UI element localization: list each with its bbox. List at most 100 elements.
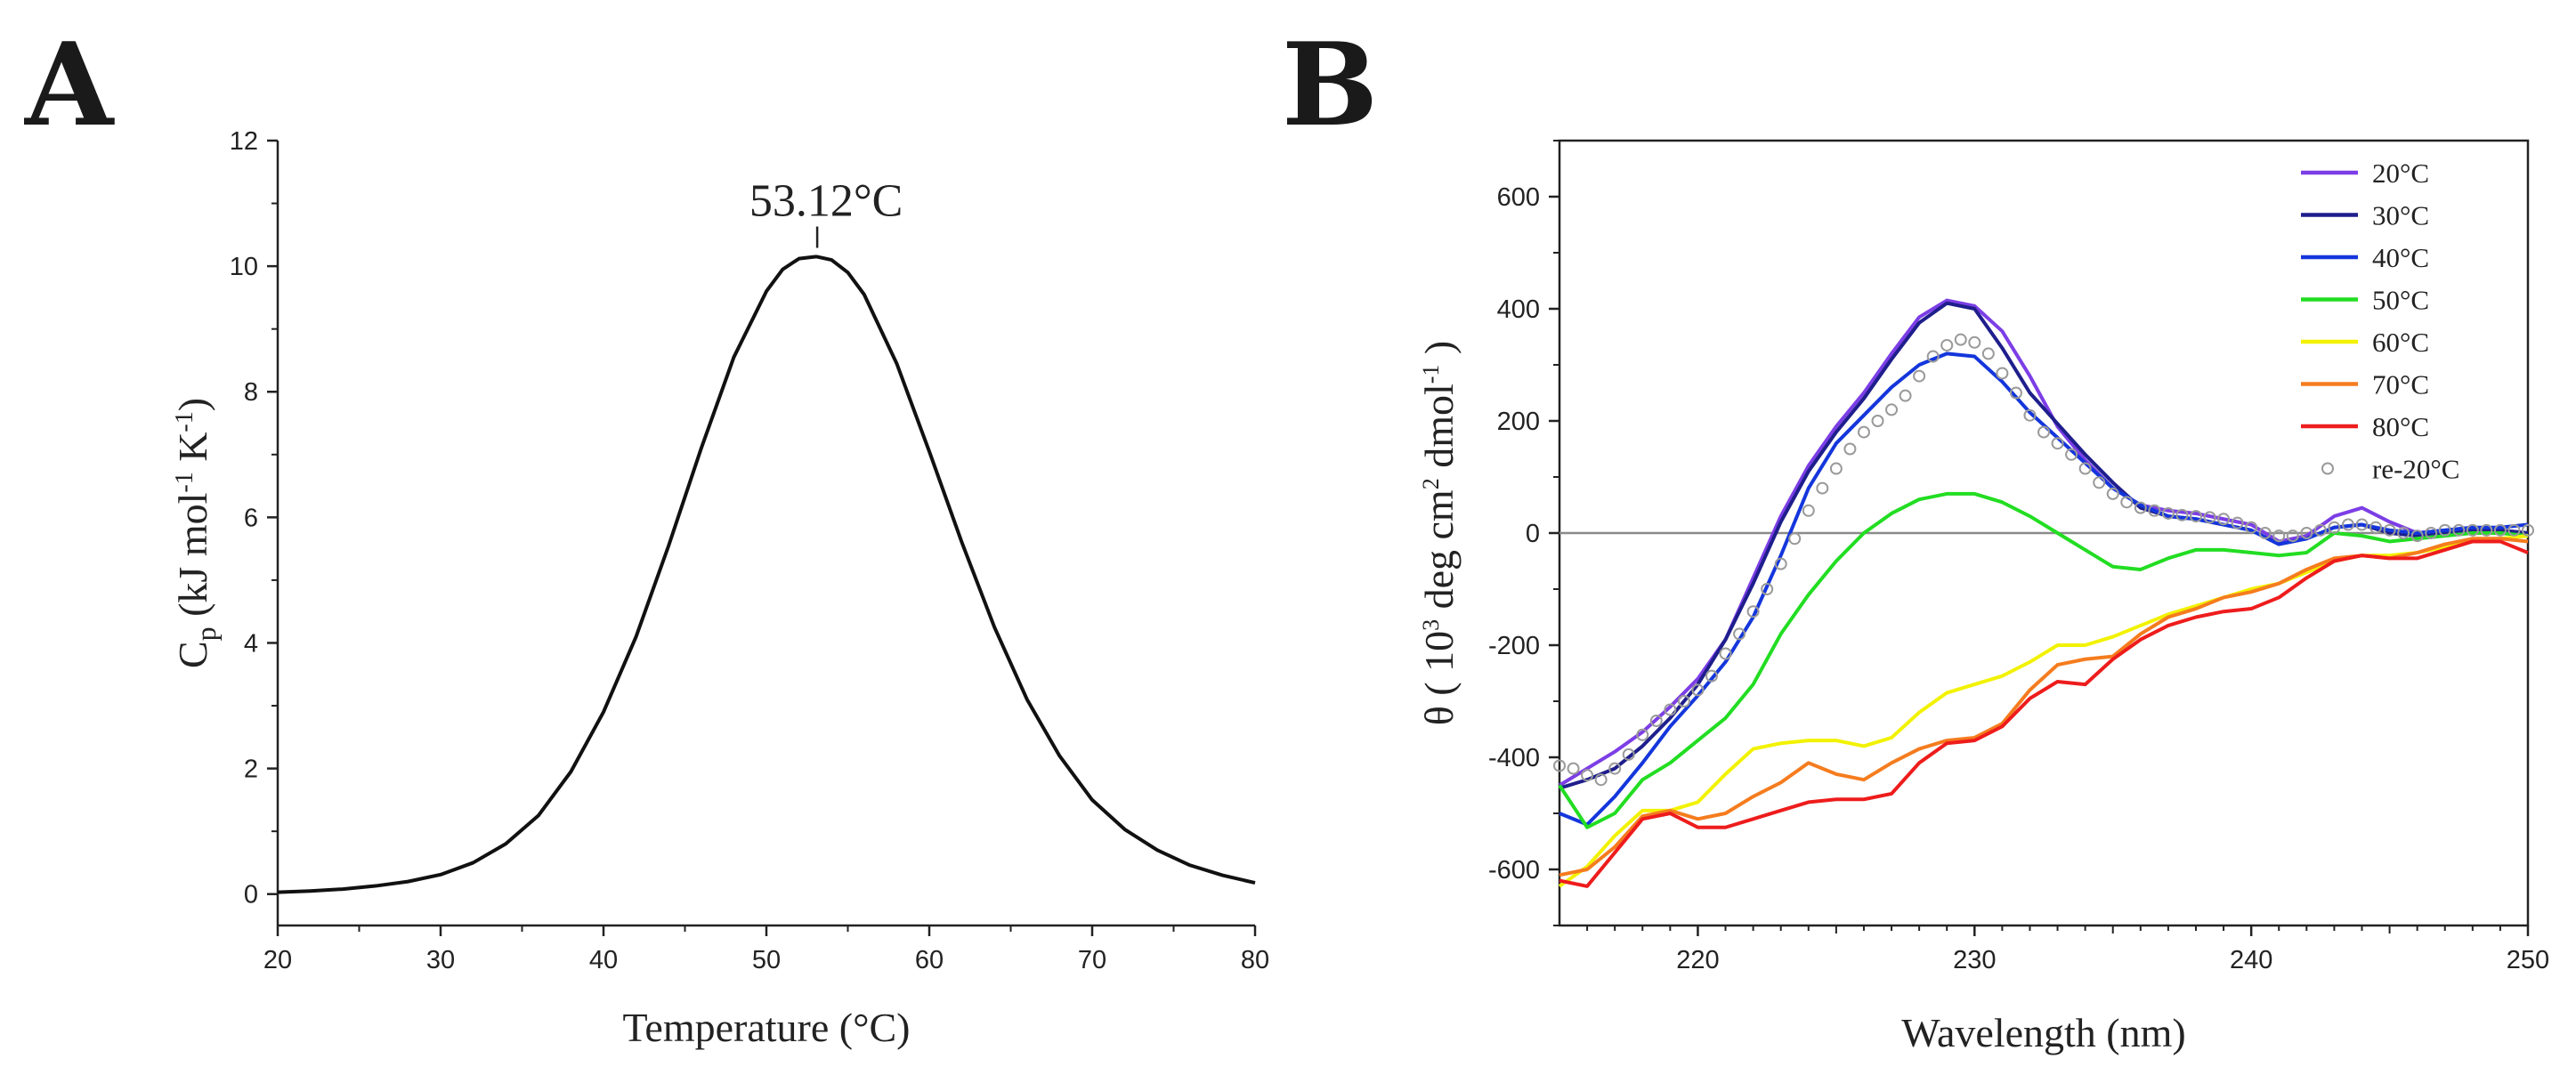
x-axis-title-a: Temperature (°C) xyxy=(623,1005,911,1050)
point-re-20-c xyxy=(1594,773,1608,787)
point-re-20-c xyxy=(2397,527,2410,539)
y-axis-title-a: Cp (kJ mol-1 K-1) xyxy=(170,398,222,668)
point-re-20-c xyxy=(1553,759,1566,772)
chart-b-series xyxy=(1553,298,2534,888)
point-re-20-c xyxy=(2383,523,2396,537)
point-re-20-c xyxy=(2507,523,2521,537)
point-re-20-c xyxy=(2313,523,2327,537)
point-re-20-c xyxy=(2355,518,2369,531)
point-re-20-c xyxy=(1719,647,1732,660)
point-re-20-c xyxy=(1996,367,2009,380)
point-re-20-c xyxy=(2078,462,2092,475)
point-re-20-c xyxy=(1636,728,1649,741)
y-tick-label-b: -600 xyxy=(1488,856,1540,885)
legend-label-60-c: 60°C xyxy=(2372,327,2429,358)
y-title-b-open: θ ( 10 xyxy=(1416,631,1462,725)
point-re-20-c xyxy=(1829,462,1843,475)
point-re-20-c xyxy=(2286,529,2299,543)
y-tick-label-a: 4 xyxy=(244,629,258,658)
y-tick-label-b: 200 xyxy=(1497,408,1540,436)
point-re-20-c xyxy=(2369,521,2383,534)
y-tick-label-a: 10 xyxy=(230,253,258,281)
x-tick-label-b: 230 xyxy=(1953,946,1996,974)
y-title-b-close: ) xyxy=(1416,341,1462,365)
legend-label-30-c: 30°C xyxy=(2372,200,2429,231)
point-re-20-c xyxy=(1954,333,1967,346)
y-tick-label-b: 400 xyxy=(1497,295,1540,324)
legend-swatch-re-20-c xyxy=(2321,462,2334,475)
point-re-20-c xyxy=(2051,437,2064,450)
point-re-20-c xyxy=(1926,350,1940,363)
point-re-20-c xyxy=(2466,523,2479,537)
y-tick-label-b: 600 xyxy=(1497,183,1540,212)
point-re-20-c xyxy=(2037,425,2050,439)
panel-label-a: A xyxy=(24,19,115,152)
y-tick-label-b: -200 xyxy=(1488,632,1540,660)
peak-label: 53.12°C xyxy=(749,176,903,227)
point-re-20-c xyxy=(1940,338,1954,352)
point-re-20-c xyxy=(2161,506,2175,520)
y-tick-label-a: 6 xyxy=(244,504,258,532)
point-re-20-c xyxy=(1581,769,1594,782)
point-re-20-c xyxy=(2023,408,2037,422)
y-tick-label-b: 0 xyxy=(1526,520,1540,548)
point-re-20-c xyxy=(1913,369,1926,383)
point-re-20-c xyxy=(2452,523,2466,537)
x-tick-label-a: 60 xyxy=(915,946,944,974)
chart-a: 20 30 40 50 60 70 80 0 2 4 6 8 10 12 53.12°C Temperat… xyxy=(170,127,1269,1050)
point-re-20-c xyxy=(1981,347,1995,360)
dsc-curve xyxy=(277,255,1256,894)
point-re-20-c xyxy=(1843,442,1857,456)
chart-b-legend: 20°C 30°C 40°C 50°C 60°C 70°C 80°C re-20°C xyxy=(2301,158,2459,485)
point-re-20-c xyxy=(2410,529,2424,543)
point-re-20-c xyxy=(1622,748,1635,761)
y-tick-label-a: 12 xyxy=(230,127,258,156)
point-re-20-c xyxy=(1885,403,1899,416)
y-title-b-mid: deg cm xyxy=(1416,489,1462,619)
point-re-20-c xyxy=(1608,762,1622,775)
point-re-20-c xyxy=(2120,496,2134,509)
point-re-20-c xyxy=(2425,527,2438,539)
x-tick-label-b: 240 xyxy=(2230,946,2272,974)
x-tick-label-a: 70 xyxy=(1078,946,1106,974)
point-re-20-c xyxy=(2093,476,2106,489)
point-re-20-c xyxy=(2245,521,2258,534)
y-title-a-sub: p xyxy=(190,626,222,641)
point-re-20-c xyxy=(2065,448,2078,461)
y-title-b-sup3: -1 xyxy=(1418,365,1444,384)
point-re-20-c xyxy=(2009,386,2022,400)
x-tick-label-a: 80 xyxy=(1241,946,1269,974)
series-line-70-c xyxy=(1559,537,2529,877)
point-re-20-c xyxy=(1733,627,1746,641)
point-re-20-c xyxy=(1691,683,1705,697)
point-re-20-c xyxy=(1816,481,1829,495)
y-title-a-mid: K xyxy=(170,432,215,473)
chart-a-axes: 20 30 40 50 60 70 80 0 2 4 6 8 10 12 xyxy=(230,127,1269,974)
legend-label-20-c: 20°C xyxy=(2372,158,2429,189)
series-line-80-c xyxy=(1559,539,2529,888)
point-re-20-c xyxy=(1802,504,1815,517)
x-tick-label-b: 220 xyxy=(1676,946,1719,974)
y-tick-label-b: -400 xyxy=(1488,744,1540,772)
y-tick-label-a: 8 xyxy=(244,378,258,407)
y-title-b-sup1: 3 xyxy=(1418,619,1444,631)
x-tick-label-a: 50 xyxy=(752,946,781,974)
point-re-20-c xyxy=(2300,527,2313,539)
point-re-20-c xyxy=(2272,529,2286,543)
point-re-20-c xyxy=(2480,523,2493,537)
point-re-20-c xyxy=(1677,695,1690,707)
point-re-20-c xyxy=(2203,511,2216,524)
point-re-20-c xyxy=(2522,523,2534,537)
x-tick-label-a: 30 xyxy=(426,946,455,974)
y-title-a-base: C xyxy=(170,641,215,668)
y-title-a-sup2: -1 xyxy=(171,411,198,432)
point-re-20-c xyxy=(2438,523,2451,537)
point-re-20-c xyxy=(2341,518,2354,531)
series-line-60-c xyxy=(1558,534,2529,888)
point-re-20-c xyxy=(2493,523,2507,537)
point-re-20-c xyxy=(2258,527,2272,539)
point-re-20-c xyxy=(1746,605,1760,618)
legend-label-40-c: 40°C xyxy=(2372,242,2429,273)
y-tick-label-a: 2 xyxy=(244,756,258,784)
